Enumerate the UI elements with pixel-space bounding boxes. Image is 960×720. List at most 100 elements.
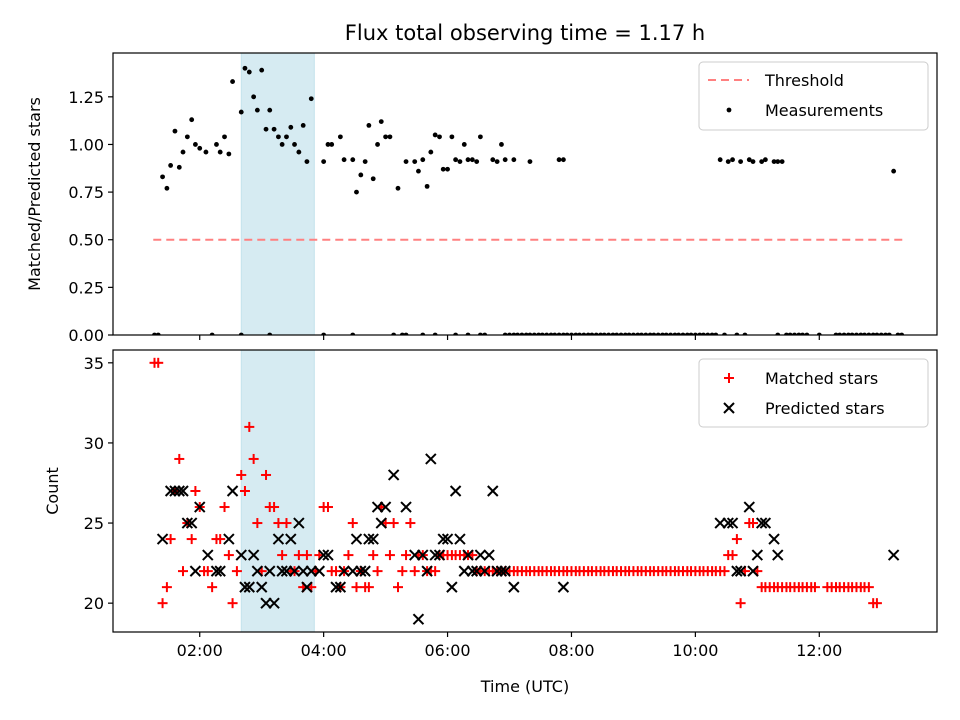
measurement-point	[292, 142, 297, 147]
measurement-point	[891, 168, 897, 174]
predicted-star-marker	[367, 533, 379, 545]
predicted-star-marker	[387, 469, 400, 481]
predicted-star-marker	[499, 565, 511, 577]
matched-star-marker	[244, 421, 255, 432]
measurement-point	[222, 134, 227, 140]
measurement-point	[254, 107, 260, 113]
matched-star-marker	[186, 534, 197, 545]
matched-star-marker	[215, 534, 226, 545]
matched-star-marker	[153, 357, 164, 368]
measurement-point	[499, 142, 504, 147]
matched-star-marker	[301, 550, 312, 561]
measurement-point	[296, 149, 302, 155]
measurement-point	[180, 149, 186, 155]
measurement-point	[304, 159, 310, 165]
legend-threshold-label: Threshold	[764, 71, 844, 90]
matched-star-marker	[409, 566, 420, 577]
matched-star-marker	[863, 582, 874, 593]
predicted-star-marker	[421, 565, 433, 577]
predicted-star-marker	[194, 501, 206, 513]
measurement-point	[383, 134, 389, 140]
predicted-star-marker	[247, 549, 260, 561]
highlight-span	[240, 53, 315, 335]
measurement-point	[717, 157, 723, 163]
figure-title: Flux total observing time = 1.17 h	[345, 21, 705, 45]
measurement-point	[502, 157, 508, 163]
measurement-point	[358, 172, 364, 178]
measurement-point	[511, 157, 517, 163]
predicted-star-marker	[313, 565, 326, 577]
measurement-point	[164, 185, 170, 191]
measurement-point	[387, 134, 393, 140]
matched-star-marker	[384, 550, 395, 561]
measurement-point	[477, 134, 483, 140]
predicted-star-marker	[495, 565, 508, 577]
measurement-point	[238, 109, 244, 115]
measurement-point	[276, 134, 281, 140]
legend: Matched stars Predicted stars	[698, 358, 929, 428]
predicted-star-marker	[156, 533, 169, 545]
measurement-point	[730, 157, 735, 163]
matched-star-marker	[157, 598, 168, 609]
legend-predicted-label: Predicted stars	[765, 399, 885, 418]
y-tick-label: 0.50	[68, 231, 104, 250]
predicted-star-marker	[466, 565, 479, 577]
legend-matched-swatch	[724, 373, 734, 383]
matched-star-marker	[239, 486, 250, 496]
y-tick-label: 0.75	[68, 183, 104, 202]
predicted-star-marker	[726, 517, 739, 529]
measurement-point	[775, 159, 781, 165]
matched-star-marker	[227, 598, 238, 609]
matched-star-marker	[363, 582, 374, 593]
matched-star-marker	[871, 598, 882, 609]
matched-star-marker	[809, 582, 820, 593]
measurement-point	[197, 145, 203, 151]
predicted-star-marker	[449, 485, 462, 497]
predicted-star-marker	[483, 549, 495, 561]
x-tick-label: 02:00	[177, 641, 223, 660]
measurement-point	[428, 149, 434, 155]
measurement-point	[461, 142, 467, 147]
matched-star-marker	[388, 518, 399, 529]
matched-star-marker	[392, 582, 403, 593]
predicted-star-marker	[189, 565, 202, 577]
predicted-star-marker	[363, 533, 375, 545]
predicted-star-marker	[772, 549, 784, 561]
matched-star-marker	[248, 453, 259, 464]
matched-star-marker	[261, 469, 272, 480]
highlight-span	[240, 350, 315, 632]
measurement-point	[420, 157, 426, 163]
matched-star-marker	[219, 502, 230, 513]
y-tick-label: 1.25	[68, 88, 104, 107]
measurement-point	[490, 157, 496, 163]
predicted-star-marker	[412, 613, 425, 625]
y-tick-label: 1.00	[68, 135, 104, 154]
predicted-star-marker	[557, 581, 570, 593]
measurement-point	[440, 166, 446, 172]
matched-star-marker	[343, 550, 354, 561]
measurement-point	[226, 151, 232, 157]
predicted-star-marker	[400, 501, 412, 513]
measurement-point	[172, 128, 178, 134]
measurement-point	[176, 164, 182, 170]
measurement-point	[263, 126, 269, 132]
top-panel: 0.00 0.25 0.50 0.75 1.00 1.25 Matched/Predicte…	[25, 52, 938, 345]
measurement-point	[395, 185, 401, 191]
x-tick-label: 12:00	[796, 641, 842, 660]
predicted-star-marker	[359, 565, 371, 577]
predicted-star-marker	[734, 565, 747, 577]
matched-star-marker	[347, 518, 358, 529]
y-tick-label: 30	[84, 434, 104, 453]
predicted-star-marker	[210, 565, 223, 577]
matched-star-marker	[372, 566, 383, 577]
matched-star-marker	[231, 566, 242, 577]
predicted-star-marker	[239, 581, 251, 593]
axes-frame	[112, 349, 938, 633]
y-tick-label: 20	[84, 594, 104, 613]
matched-star-marker	[190, 486, 201, 496]
predicted-star-marker	[276, 565, 288, 577]
predicted-star-marker	[731, 565, 743, 577]
bottom-panel: 20 25 30 35 02:00 04:00 06:00 08:00 10:00 12:00 Co…	[43, 349, 938, 696]
matched-star-marker	[368, 550, 379, 561]
